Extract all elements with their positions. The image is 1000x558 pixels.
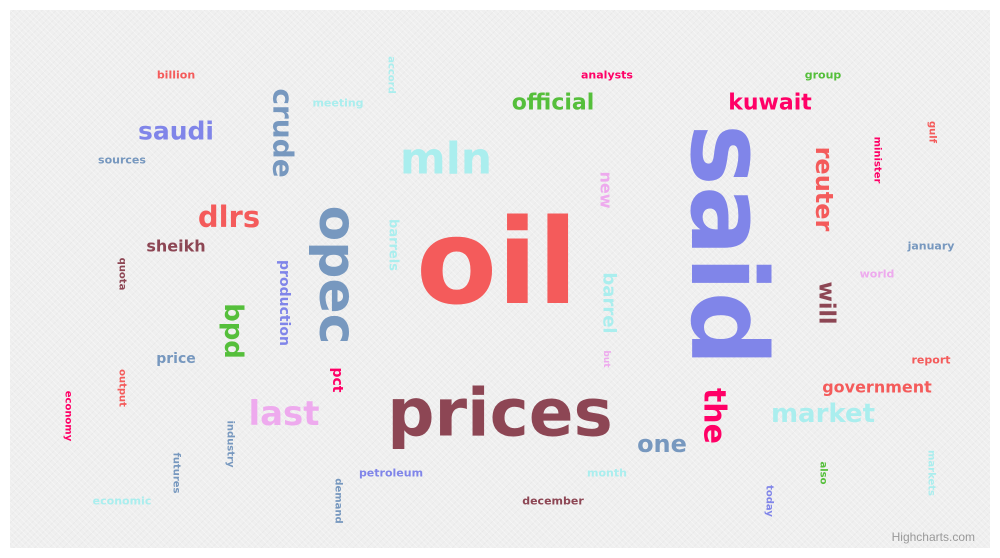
word-kuwait[interactable]: kuwait: [728, 91, 812, 116]
word-world[interactable]: world: [860, 268, 895, 281]
word-output[interactable]: output: [117, 369, 128, 407]
word-markets[interactable]: markets: [926, 450, 937, 496]
word-meeting[interactable]: meeting: [312, 97, 363, 110]
word-barrel[interactable]: barrel: [599, 272, 620, 333]
word-said[interactable]: said: [667, 124, 789, 366]
word-group[interactable]: group: [805, 69, 842, 82]
word-opec[interactable]: opec: [307, 205, 367, 344]
word-month[interactable]: month: [587, 467, 627, 480]
word-billion[interactable]: billion: [157, 69, 195, 82]
word-crude[interactable]: crude: [267, 88, 300, 177]
word-the[interactable]: the: [697, 388, 732, 444]
word-barrels[interactable]: barrels: [386, 219, 401, 271]
word-quota[interactable]: quota: [117, 258, 128, 291]
word-prices[interactable]: prices: [387, 375, 613, 452]
highcharts-credit[interactable]: Highcharts.com: [892, 530, 975, 544]
word-industry[interactable]: industry: [225, 420, 236, 467]
word-economy[interactable]: economy: [63, 391, 74, 442]
word-accord[interactable]: accord: [386, 56, 397, 94]
word-saudi[interactable]: saudi: [138, 117, 214, 146]
word-last[interactable]: last: [248, 394, 319, 434]
word-mln[interactable]: mln: [400, 134, 492, 185]
word-new[interactable]: new: [597, 171, 616, 208]
word-sheikh[interactable]: sheikh: [146, 237, 205, 256]
word-analysts[interactable]: analysts: [581, 69, 633, 82]
word-petroleum[interactable]: petroleum: [359, 467, 423, 480]
word-futures[interactable]: futures: [171, 452, 182, 493]
word-economic[interactable]: economic: [93, 495, 152, 508]
word-january[interactable]: january: [907, 240, 955, 253]
plot-background: [10, 10, 990, 548]
word-demand[interactable]: demand: [333, 478, 344, 523]
word-report[interactable]: report: [912, 354, 951, 367]
word-price[interactable]: price: [156, 351, 196, 367]
word-oil[interactable]: oil: [416, 193, 578, 331]
word-official[interactable]: official: [512, 91, 595, 116]
word-but[interactable]: but: [601, 350, 611, 368]
word-gulf[interactable]: gulf: [927, 121, 938, 144]
word-also[interactable]: also: [818, 462, 829, 485]
word-will[interactable]: will: [814, 282, 839, 325]
word-government[interactable]: government: [822, 378, 932, 397]
word-production[interactable]: production: [276, 260, 292, 346]
word-today[interactable]: today: [764, 485, 775, 517]
word-sources[interactable]: sources: [98, 154, 146, 167]
word-market[interactable]: market: [771, 399, 875, 429]
word-reuter[interactable]: reuter: [810, 147, 838, 232]
word-one[interactable]: one: [637, 430, 687, 458]
word-minister[interactable]: minister: [872, 137, 883, 184]
word-december[interactable]: december: [522, 495, 584, 508]
word-bpd[interactable]: bpd: [218, 303, 248, 359]
word-dlrs[interactable]: dlrs: [198, 200, 260, 234]
word-pct[interactable]: pct: [329, 367, 345, 392]
